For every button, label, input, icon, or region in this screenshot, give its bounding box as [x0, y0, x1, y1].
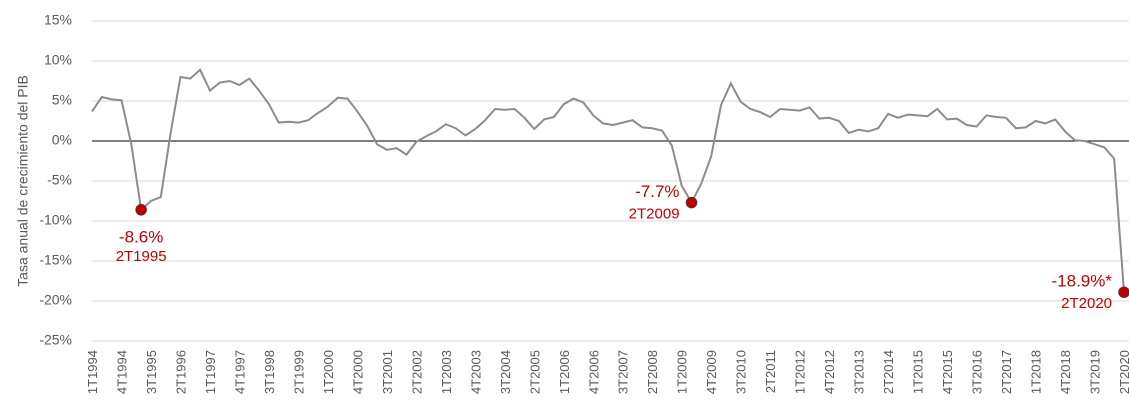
- y-tick-label: -15%: [39, 252, 72, 268]
- highlight-point: [685, 196, 698, 209]
- x-tick-label: 3T2007: [616, 350, 631, 394]
- y-axis-label: Tasa anual de crecimiento del PIB: [15, 75, 31, 287]
- x-tick-label: 1T2009: [675, 350, 690, 394]
- x-tick-label: 4T2015: [940, 350, 955, 394]
- x-tick-label: 1T2000: [321, 350, 336, 394]
- highlight-value-label: -7.7%: [635, 182, 679, 201]
- x-tick-label: 1T1997: [203, 350, 218, 394]
- y-tick-label: -10%: [39, 212, 72, 228]
- x-tick-label: 3T2010: [734, 350, 749, 394]
- y-tick-label: -20%: [39, 292, 72, 308]
- line-series: [91, 68, 1125, 293]
- highlight-point: [1118, 286, 1129, 298]
- x-tick-label: 4T2009: [704, 350, 719, 394]
- x-tick-label: 2T1999: [291, 350, 306, 394]
- x-tick-label: 3T2016: [970, 350, 985, 394]
- x-tick-label: 3T1998: [262, 350, 277, 394]
- x-tick-label: 3T2001: [380, 350, 395, 394]
- x-tick-label: 3T2013: [852, 350, 867, 394]
- x-tick-label: 3T2019: [1088, 350, 1103, 394]
- x-tick-label: 3T2004: [498, 350, 513, 394]
- x-tick-label: 4T2018: [1058, 350, 1073, 394]
- highlight-period-label: 2T1995: [116, 248, 167, 265]
- y-tick-label: 15%: [44, 12, 72, 28]
- x-tick-label: 4T2000: [350, 350, 365, 394]
- x-tick-label: 2T2014: [881, 350, 896, 394]
- x-tick-label: 4T1994: [114, 350, 129, 394]
- x-tick-label: 1T2015: [911, 350, 926, 394]
- x-tick-label: 4T2006: [586, 350, 601, 394]
- x-tick-label: 1T2018: [1029, 350, 1044, 394]
- x-tick-label: 3T1995: [144, 350, 159, 394]
- x-tick-label: 1T2012: [793, 350, 808, 394]
- x-tick-label: 2T2008: [645, 350, 660, 394]
- x-tick-label: 2T2020: [1117, 350, 1129, 394]
- x-tick-label: 4T2012: [822, 350, 837, 394]
- x-tick-label: 4T2003: [468, 350, 483, 394]
- y-tick-label: 10%: [44, 52, 72, 68]
- highlight-value-label: -18.9%*: [1052, 272, 1113, 291]
- y-tick-label: -5%: [47, 172, 72, 188]
- x-tick-label: 4T1997: [232, 350, 247, 394]
- y-tick-label: 0%: [52, 132, 72, 148]
- highlight-value-label: -8.6%: [119, 227, 163, 246]
- x-tick-label: 2T2011: [763, 350, 778, 393]
- x-tick-label: 1T2003: [439, 350, 454, 394]
- x-tick-label: 2T2002: [409, 350, 424, 394]
- x-tick-label: 2T2005: [527, 350, 542, 394]
- y-tick-label: 5%: [52, 92, 72, 108]
- highlight-period-label: 2T2009: [629, 206, 680, 223]
- highlight-period-label: 2T2020: [1061, 295, 1112, 312]
- x-tick-label: 1T1994: [85, 350, 100, 394]
- highlight-point: [135, 204, 147, 216]
- x-tick-label: 1T2006: [557, 350, 572, 394]
- x-tick-label: 2T1996: [173, 350, 188, 394]
- y-tick-label: -25%: [39, 332, 72, 348]
- x-tick-label: 2T2017: [999, 350, 1014, 394]
